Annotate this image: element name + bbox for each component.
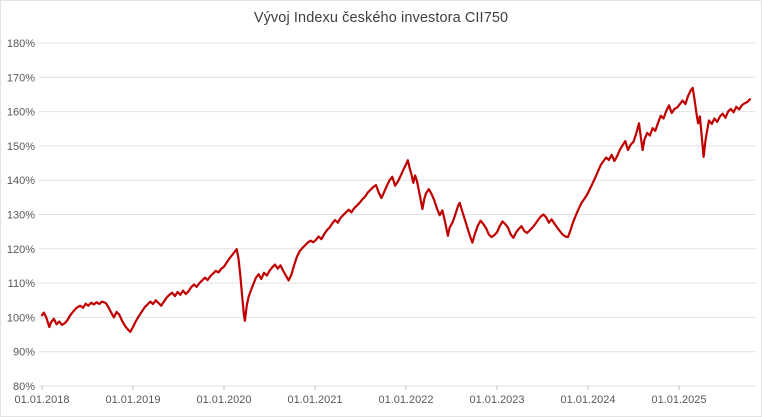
x-axis-label: 01.01.2024 bbox=[560, 394, 615, 406]
y-axis-label: 170% bbox=[7, 72, 35, 84]
x-axis-label: 01.01.2021 bbox=[287, 394, 342, 406]
y-axis-label: 140% bbox=[7, 175, 35, 187]
y-axis-label: 120% bbox=[7, 244, 35, 256]
y-axis-label: 180% bbox=[7, 38, 35, 50]
chart-title: Vývoj Indexu českého investora CII750 bbox=[253, 10, 509, 26]
y-axis-label: 160% bbox=[7, 107, 35, 119]
y-axis-label: 150% bbox=[7, 141, 35, 153]
y-axis-label: 90% bbox=[13, 347, 35, 359]
y-axis-label: 130% bbox=[7, 210, 35, 222]
x-axis-label: 01.01.2022 bbox=[378, 394, 433, 406]
y-axis-label: 80% bbox=[13, 381, 35, 393]
y-axis-label: 110% bbox=[8, 278, 36, 290]
x-axis-label: 01.01.2018 bbox=[14, 394, 69, 406]
x-axis-label: 01.01.2025 bbox=[651, 394, 706, 406]
y-axis-label: 100% bbox=[7, 312, 35, 324]
x-axis-label: 01.01.2019 bbox=[105, 394, 160, 406]
series-line-cii750 bbox=[40, 86, 752, 333]
x-axis-label: 01.01.2023 bbox=[469, 394, 524, 406]
x-axis-label: 01.01.2020 bbox=[196, 394, 251, 406]
